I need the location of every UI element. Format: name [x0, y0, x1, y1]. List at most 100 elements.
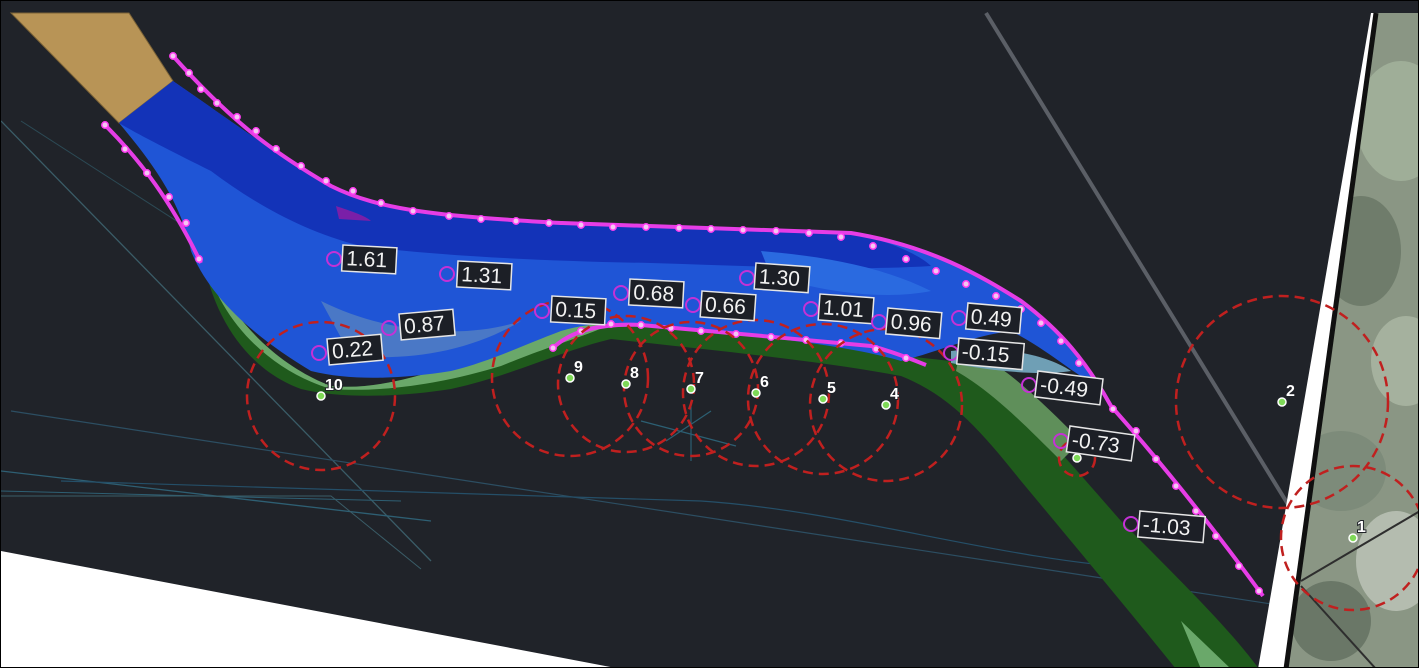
elevation-label-box [326, 333, 384, 366]
elevation-label[interactable]: 0.96 [884, 307, 943, 340]
elevation-label-box [627, 278, 685, 309]
elevation-label[interactable]: 0.15 [549, 295, 607, 326]
boundary-vertex [805, 229, 813, 237]
elevation-label-anchor [685, 297, 701, 313]
boundary-vertex [772, 227, 780, 235]
elevation-label-box [549, 295, 607, 326]
sample-point-label: 2 [1286, 383, 1295, 400]
boundary-vertex [195, 255, 203, 263]
boundary-vertex [902, 255, 910, 263]
boundary-vertex [675, 224, 683, 232]
sample-point-label: 10 [325, 377, 343, 394]
elevation-label[interactable]: 0.87 [398, 308, 456, 341]
sample-point-marker[interactable] [1072, 453, 1082, 463]
boundary-vertex [349, 187, 357, 195]
boundary-vertex [1255, 587, 1263, 595]
boundary-vertex [549, 344, 557, 352]
elevation-label-box [340, 244, 398, 275]
boundary-vertex [962, 280, 970, 288]
elevation-label[interactable]: -0.15 [955, 337, 1026, 371]
elevation-label-anchor [613, 285, 629, 301]
elevation-label-text: 1.61 [346, 247, 388, 272]
boundary-vertex [121, 145, 129, 153]
sample-point-marker[interactable] [316, 391, 326, 401]
boundary-vertex [1037, 319, 1045, 327]
sample-point-label: 4 [890, 386, 899, 403]
elevation-label[interactable]: 0.68 [627, 278, 685, 309]
sample-point-label: 5 [827, 380, 836, 397]
boundary-vertex [169, 52, 177, 60]
buffer-circle [556, 314, 696, 454]
sample-point-marker[interactable] [565, 373, 575, 383]
elevation-label-anchor [871, 314, 887, 330]
elevation-label[interactable]: 1.30 [753, 262, 811, 294]
boundary-vertex [1132, 427, 1140, 435]
elevation-label[interactable]: 0.49 [964, 302, 1023, 335]
elevation-label-box [1033, 370, 1104, 406]
elevation-label-anchor [739, 270, 755, 286]
elevation-label[interactable]: 1.61 [340, 244, 398, 275]
boundary-vertex [185, 69, 193, 77]
boundary-vertex [272, 145, 280, 153]
elevation-label-box [964, 302, 1023, 335]
sample-point-marker[interactable] [621, 379, 631, 389]
sample-point-marker[interactable] [818, 394, 828, 404]
boundary-vertex [101, 121, 109, 129]
sample-point-label: 8 [630, 365, 639, 382]
elevation-label-anchor [381, 320, 397, 336]
buffer-circle [1174, 294, 1390, 510]
sample-point-marker[interactable] [686, 384, 696, 394]
elevation-label[interactable]: -0.49 [1033, 370, 1104, 406]
elevation-label-anchor [1021, 377, 1037, 393]
sample-points: 10987654321 [316, 358, 1367, 543]
elevation-label[interactable]: 0.22 [326, 333, 384, 366]
boundary-vertex [607, 320, 615, 328]
boundary-vertex [1235, 562, 1243, 570]
buffer-circle [1279, 464, 1418, 612]
boundary-vertex [213, 99, 221, 107]
boundary-vertex [165, 193, 173, 201]
elevation-label-anchor [803, 301, 819, 317]
boundary-vertex [1057, 337, 1065, 345]
sample-point-marker[interactable] [1277, 397, 1287, 407]
elevation-label[interactable]: 0.66 [699, 290, 757, 322]
sample-point-marker[interactable] [881, 400, 891, 410]
elevation-label-text: 0.87 [403, 312, 446, 338]
elevation-label[interactable]: -0.73 [1065, 425, 1136, 462]
elevation-label-box [884, 307, 943, 340]
boundary-vertex [837, 233, 845, 241]
sample-point-marker[interactable] [1348, 533, 1358, 543]
sample-point-marker[interactable] [751, 388, 761, 398]
elevation-label-anchor [534, 303, 550, 319]
elevation-label-text: 0.68 [633, 281, 675, 306]
elevation-label[interactable]: 1.01 [817, 293, 875, 325]
elevation-label-anchor [326, 251, 342, 267]
background-linework [1, 11, 1292, 608]
elevation-label-anchor [439, 266, 455, 282]
elevation-label[interactable]: -1.03 [1136, 510, 1207, 544]
elevation-label-box [753, 262, 811, 294]
aerial-imagery [1258, 12, 1418, 667]
water-zone [119, 81, 1101, 386]
boundary-vertex [545, 219, 553, 227]
boundary-vertex [732, 330, 740, 338]
elevation-label[interactable]: 1.31 [455, 260, 513, 291]
boundary-vertex [1212, 532, 1220, 540]
boundary-vertex [445, 212, 453, 220]
elevation-label-box [398, 308, 456, 341]
elevation-label-text: -0.15 [961, 340, 1011, 367]
elevation-label-text: 0.49 [970, 305, 1013, 331]
boundary-vertex [322, 177, 330, 185]
boundary-vertex [477, 215, 485, 223]
elevation-label-text: 0.96 [890, 310, 933, 336]
sample-point-label: 1 [1357, 519, 1366, 536]
boundary-vertex [197, 85, 205, 93]
buffer-circle [681, 318, 831, 468]
elevation-label-anchor [1123, 516, 1139, 532]
elevation-label-text: 0.66 [704, 293, 746, 319]
elevation-label-box [955, 337, 1026, 371]
boundary-vertex [707, 225, 715, 233]
boundary-vertex [577, 221, 585, 229]
